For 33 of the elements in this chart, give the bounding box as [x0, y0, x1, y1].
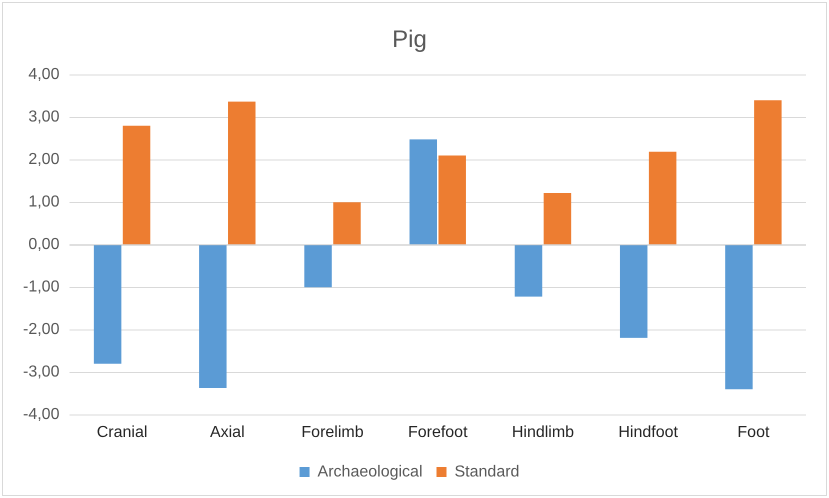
bar	[333, 202, 361, 244]
chart-title: Pig	[392, 26, 427, 54]
bar	[94, 245, 122, 364]
y-tick-label: 2,00	[28, 151, 60, 168]
bar	[648, 152, 676, 244]
bar	[410, 139, 438, 244]
bar	[725, 245, 753, 390]
y-tick-label: 0,00	[28, 236, 60, 254]
y-tick-label: 4,00	[28, 66, 60, 84]
x-tick-label: Cranial	[96, 424, 148, 441]
y-tick-label: -4,00	[23, 406, 60, 424]
bar	[438, 156, 466, 244]
x-tick-label: Hindfoot	[618, 424, 679, 441]
y-tick-label: -1,00	[23, 278, 60, 296]
bar	[199, 245, 227, 388]
bar	[544, 192, 572, 244]
y-tick-label: -2,00	[23, 321, 60, 338]
x-tick-label: Forelimb	[301, 424, 364, 441]
bar	[122, 126, 150, 244]
x-tick-label: Foot	[737, 424, 770, 441]
x-tick-label: Hindlimb	[512, 424, 574, 441]
bar	[304, 245, 332, 288]
y-tick-label: 1,00	[28, 194, 60, 211]
y-tick-label: 3,00	[28, 108, 60, 126]
legend-label: Archaeological	[318, 463, 423, 480]
bar	[620, 245, 648, 338]
y-tick-label: -3,00	[23, 364, 60, 381]
x-tick-label: Forefoot	[408, 424, 468, 441]
legend-label: Standard	[454, 463, 520, 480]
x-tick-label: Axial	[210, 424, 245, 441]
bar	[754, 100, 782, 244]
bar	[514, 245, 542, 297]
bar	[228, 102, 256, 244]
